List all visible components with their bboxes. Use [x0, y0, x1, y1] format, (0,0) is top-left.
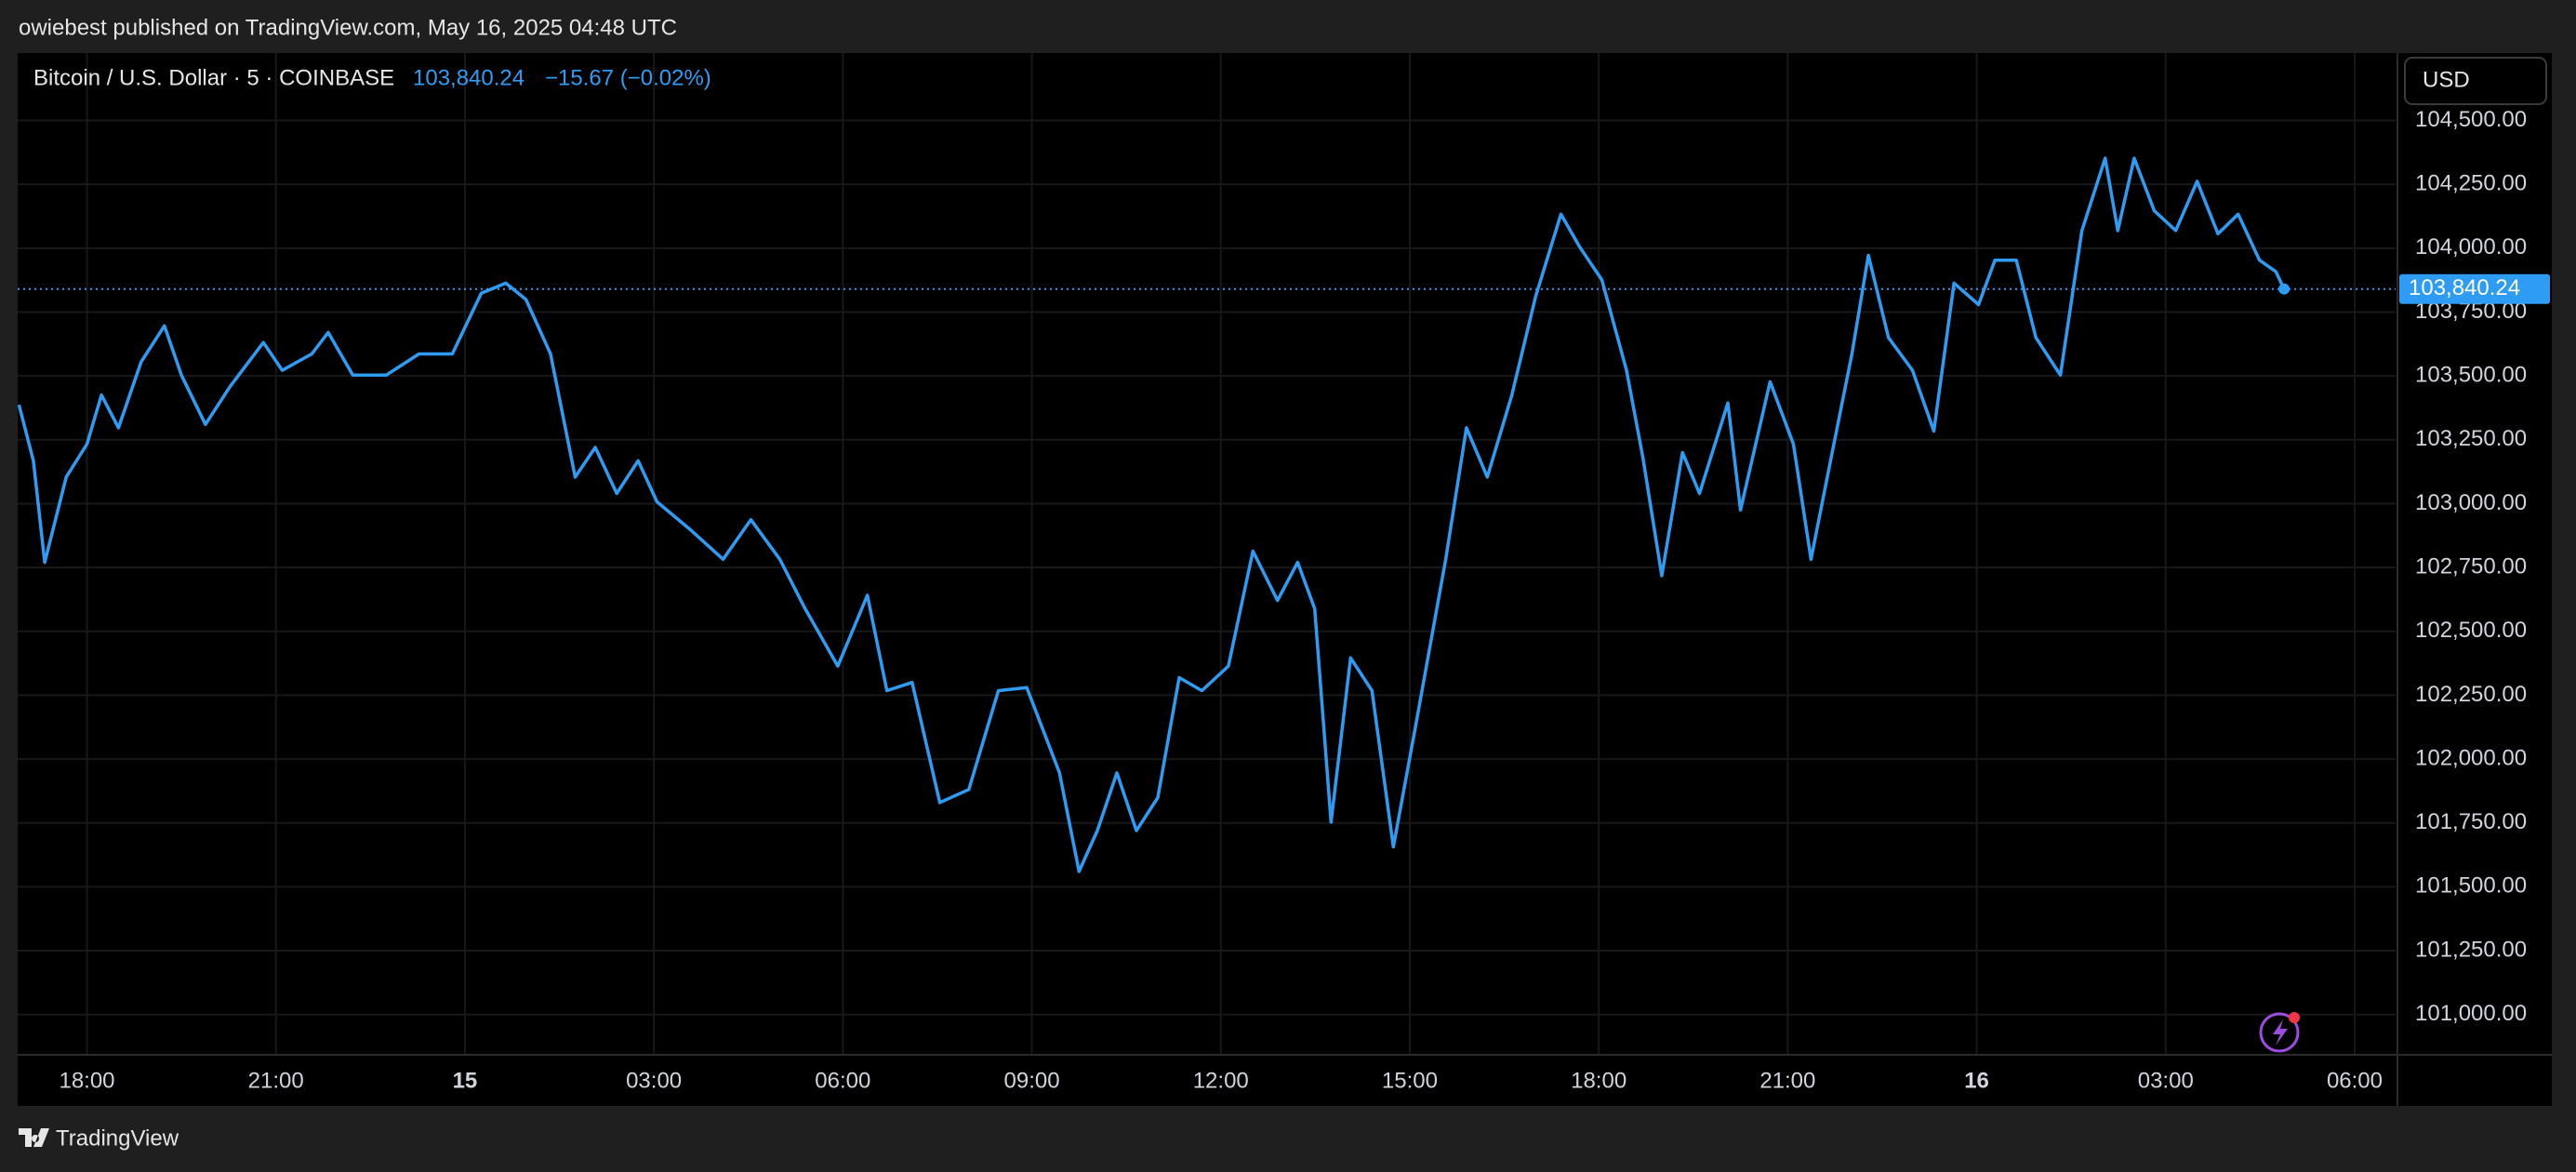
x-tick-label: 18:00 [59, 1068, 114, 1093]
icon-dot[interactable] [2289, 1012, 2300, 1023]
snapshot-icon[interactable] [2259, 1012, 2300, 1053]
x-tick-label: 12:00 [1193, 1068, 1249, 1093]
price-line [17, 156, 2286, 873]
last-price-box [2399, 273, 2550, 304]
y-tick-label: 104,500.00 [2415, 107, 2527, 132]
y-tick-label: 103,500.00 [2415, 362, 2527, 387]
x-tick-label: 09:00 [1004, 1068, 1060, 1093]
y-tick-label: 102,000.00 [2415, 745, 2527, 770]
x-tick-label: 06:00 [2327, 1068, 2383, 1093]
x-tick-label: 15 [453, 1068, 478, 1093]
axes: 101,000.00 101,250.00 101,500.00 101,750.00… [59, 107, 2550, 1093]
change-legend: −15.67 (−0.02%) [545, 65, 711, 90]
x-tick-label: 06:00 [815, 1068, 870, 1093]
plot [17, 156, 2396, 873]
last-price-legend: 103,840.24 [413, 65, 524, 90]
symbol-legend: Bitcoin / U.S. Dollar · 5 · COINBASE [33, 65, 394, 90]
header-text: owiebest published on TradingView.com, M… [19, 15, 677, 40]
currency-button-frame[interactable] [2404, 57, 2547, 105]
x-tick-label: 03:00 [626, 1068, 682, 1093]
currency-label[interactable]: USD [2423, 67, 2470, 92]
y-tick-label: 101,500.00 [2415, 873, 2527, 899]
x-tick-label: 16 [1964, 1068, 1989, 1093]
currency-button[interactable]: USD [2404, 57, 2547, 105]
x-tick-label: 15:00 [1382, 1068, 1438, 1093]
y-tick-label: 103,000.00 [2415, 490, 2527, 515]
chart-panel [18, 53, 2552, 1106]
y-tick-label: 104,000.00 [2415, 234, 2527, 260]
x-tick-label: 03:00 [2138, 1068, 2194, 1093]
brand-name: TradingView [56, 1125, 179, 1151]
y-tick-label: 101,250.00 [2415, 937, 2527, 962]
y-tick-label: 102,500.00 [2415, 618, 2527, 643]
y-tick-label: 101,000.00 [2415, 1001, 2527, 1026]
y-tick-label: 102,750.00 [2415, 553, 2527, 579]
x-tick-label: 18:00 [1571, 1068, 1627, 1093]
x-tick-label: 21:00 [248, 1068, 304, 1093]
grid [18, 53, 2396, 1054]
icon-bolt[interactable] [2273, 1019, 2288, 1045]
y-tick-label: 103,250.00 [2415, 426, 2527, 451]
icon-ring[interactable] [2259, 1012, 2300, 1053]
brand-logo [19, 1128, 49, 1147]
y-tick-label: 101,750.00 [2415, 809, 2527, 834]
y-tick-label: 102,250.00 [2415, 682, 2527, 707]
brand: TradingView [19, 1125, 179, 1151]
last-price-label: 103,840.24 [2409, 275, 2520, 300]
x-tick-label: 21:00 [1759, 1068, 1815, 1093]
y-tick-label: 104,250.00 [2415, 171, 2527, 196]
